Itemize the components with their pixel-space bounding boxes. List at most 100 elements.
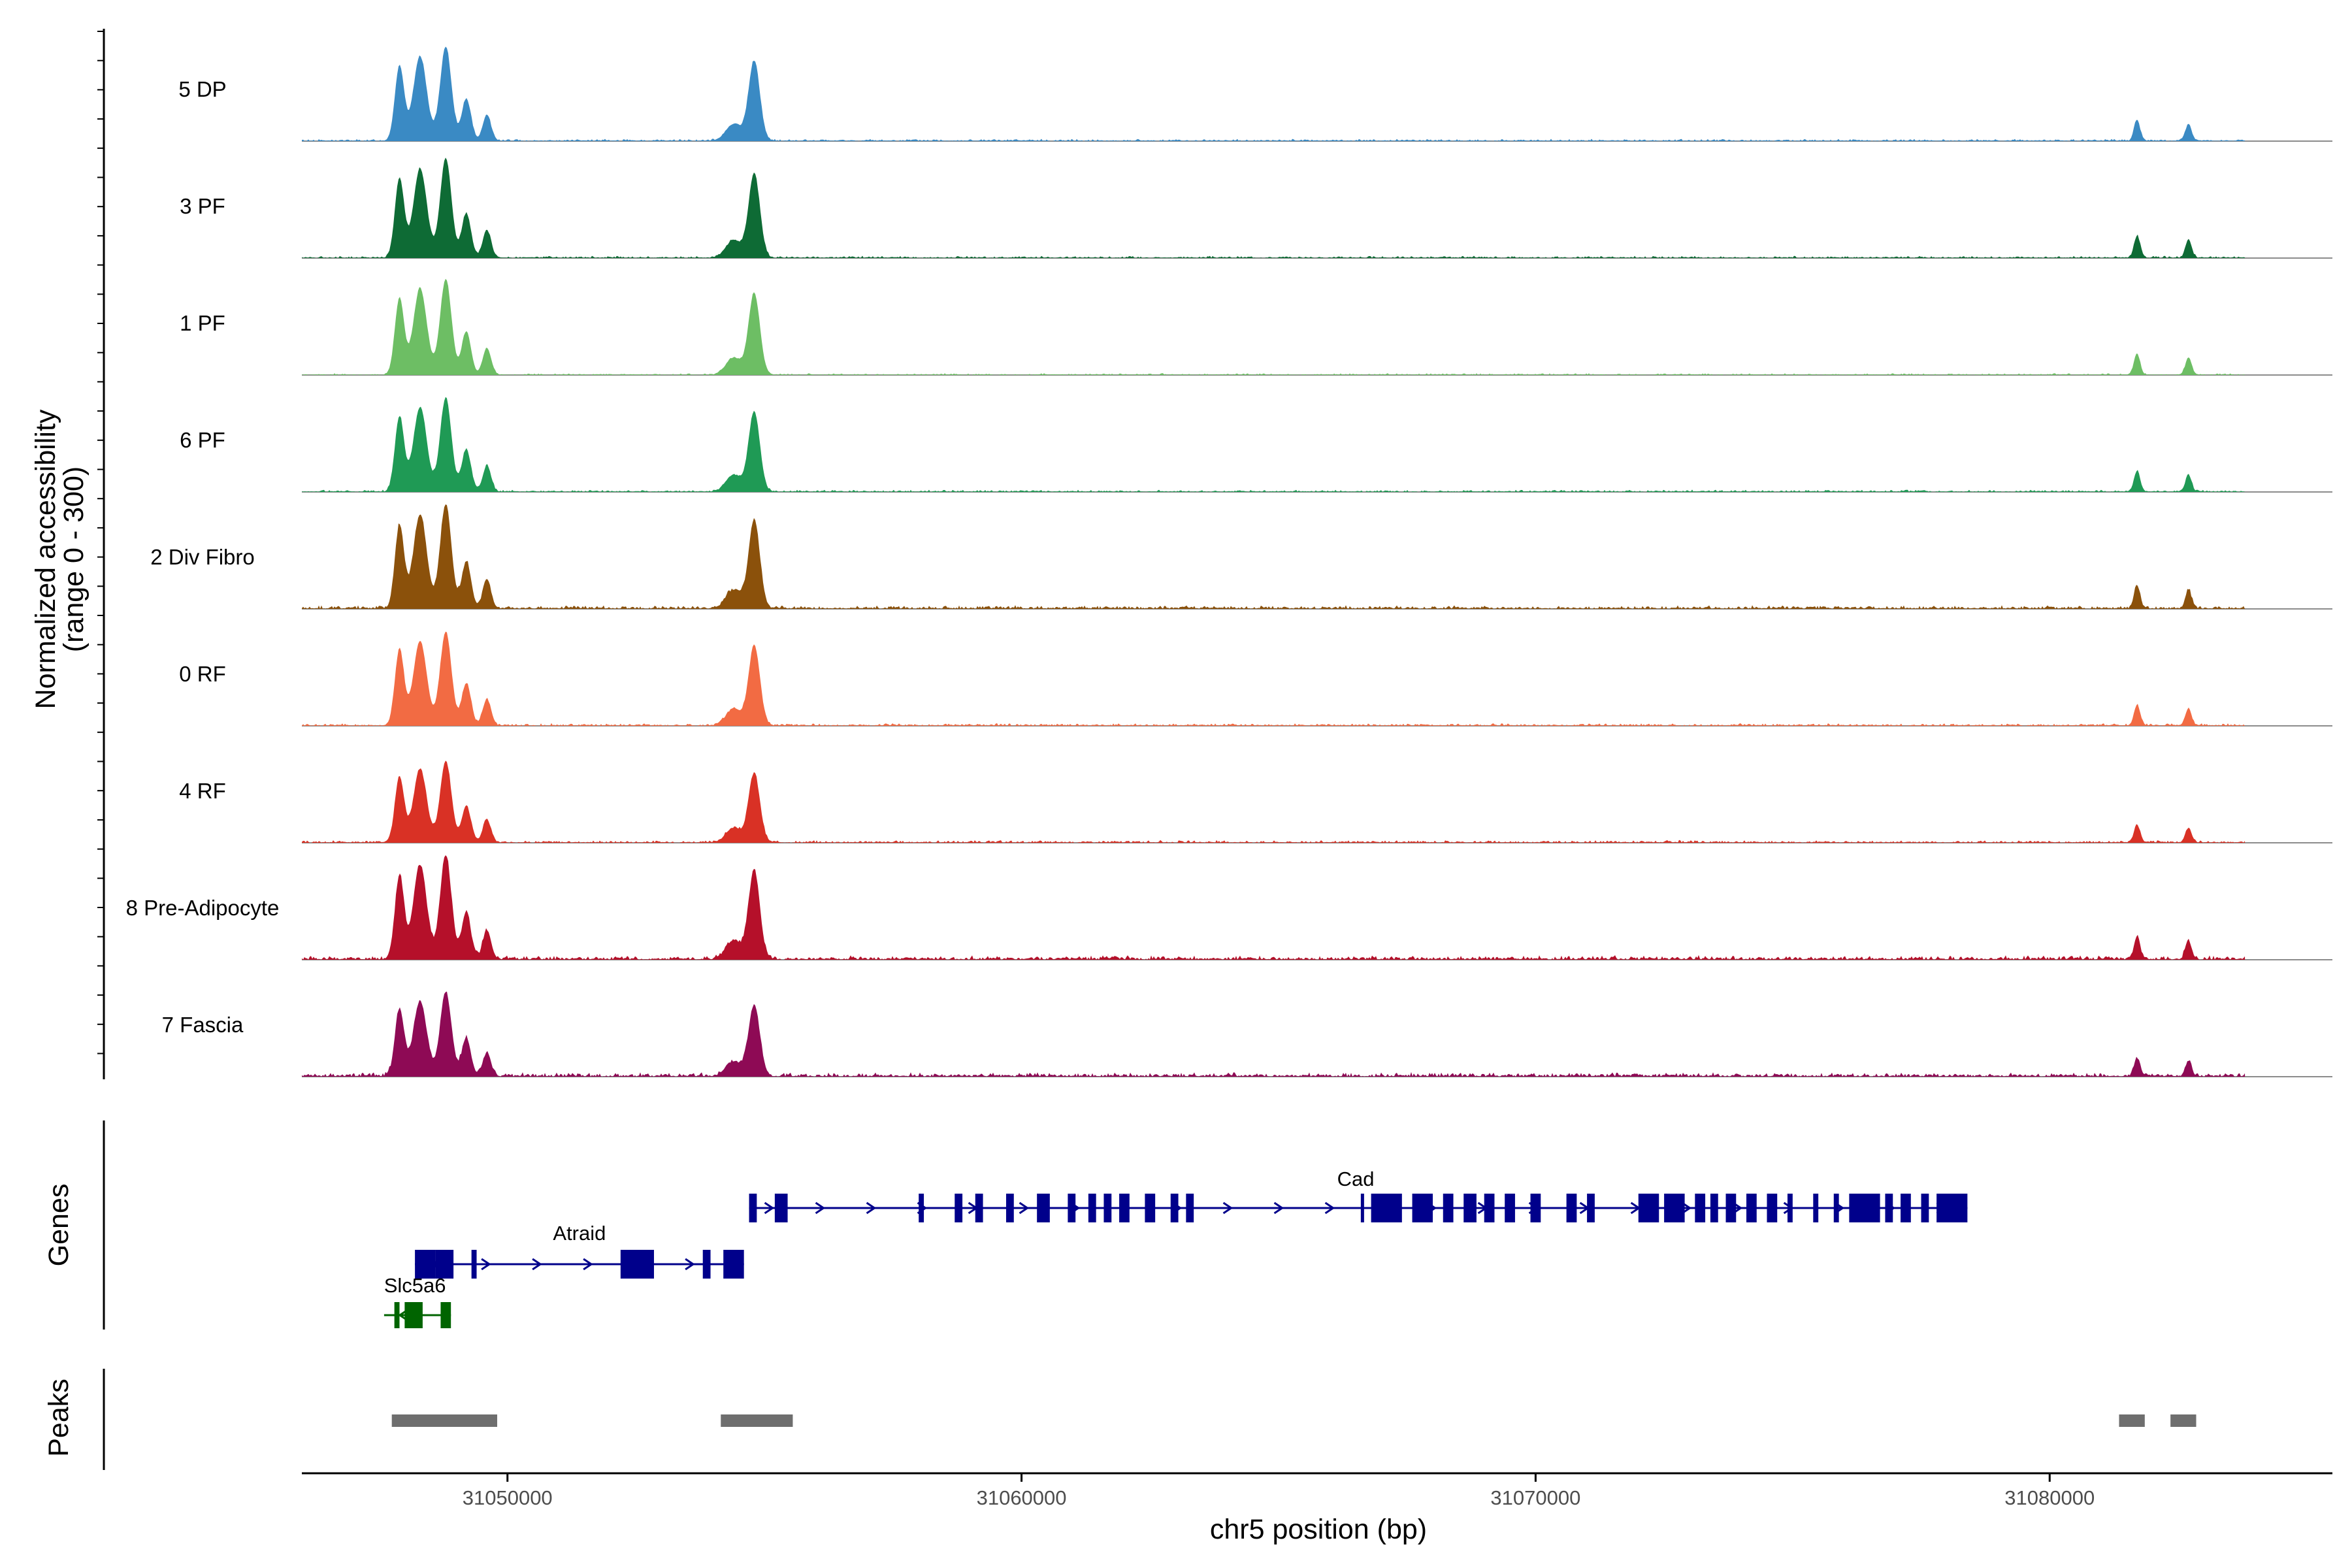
track-label: 6 PF [180, 428, 225, 452]
coverage-area [302, 991, 2246, 1077]
gene-exon [1484, 1194, 1495, 1222]
peaks-panel [103, 1369, 2197, 1470]
peak-region [2170, 1414, 2197, 1427]
gene-slc5a6: Slc5a6 [384, 1274, 451, 1328]
gene-exon [1412, 1194, 1433, 1222]
gene-cad: Cad [749, 1168, 1968, 1222]
track-2: 3 PF [180, 157, 2332, 259]
gene-exon [394, 1302, 400, 1328]
track-4: 6 PF [180, 397, 2332, 493]
gene-exon [1710, 1194, 1718, 1222]
gene-exon [1360, 1194, 1364, 1222]
track-label: 8 Pre-Adipocyte [126, 896, 280, 920]
x-axis: 31050000 31060000 31070000 31080000 [302, 1472, 2332, 1509]
coverage-area [302, 855, 2246, 960]
gene-exon [1725, 1194, 1737, 1222]
gene-exon [1767, 1194, 1778, 1222]
gene-exon [749, 1194, 757, 1222]
gene-exon [1695, 1194, 1706, 1222]
coverage-area [302, 278, 2246, 375]
gene-exon [1371, 1194, 1402, 1222]
gene-exon [1145, 1194, 1156, 1222]
gene-exon [415, 1250, 436, 1279]
gene-exon [919, 1194, 924, 1222]
track-label: 5 DP [178, 77, 226, 101]
gene-exon [404, 1302, 423, 1328]
gene-label: Slc5a6 [384, 1274, 446, 1297]
strand-arrow [1019, 1201, 1030, 1215]
coverage-y-axis [97, 29, 105, 1079]
gene-label: Cad [1337, 1168, 1375, 1190]
coverage-tracks: 5 DP 3 PF 1 PF 6 PF 2 Div Fibro 0 RF 4 RF 8 Pre… [126, 46, 2332, 1077]
gene-exon [620, 1250, 654, 1279]
gene-exon [1505, 1194, 1515, 1222]
gene-exon [471, 1250, 477, 1279]
gene-exon [723, 1250, 744, 1279]
track-label: 3 PF [180, 194, 225, 218]
strand-arrow [481, 1258, 491, 1271]
x-tick-label: 31050000 [463, 1486, 553, 1509]
gene-exon [1587, 1194, 1595, 1222]
strand-arrow [1324, 1201, 1335, 1215]
gene-exon [1463, 1194, 1477, 1222]
gene-exon [1119, 1194, 1130, 1222]
gene-exon [975, 1194, 983, 1222]
gene-exon [1566, 1194, 1577, 1222]
gene-exon [955, 1194, 963, 1222]
peaks-panel-label: Peaks [43, 1379, 74, 1457]
track-3: 1 PF [180, 278, 2332, 376]
strand-arrow [1222, 1201, 1233, 1215]
gene-exon [1530, 1194, 1541, 1222]
gene-exon [1170, 1194, 1179, 1222]
track-1: 5 DP [178, 46, 2332, 142]
gene-exon [1068, 1194, 1076, 1222]
gene-exon [1833, 1194, 1839, 1222]
track-9: 7 Fascia [162, 991, 2332, 1077]
x-tick-label: 31070000 [1490, 1486, 1580, 1509]
gene-exon [1849, 1194, 1880, 1222]
track-8: 8 Pre-Adipocyte [126, 855, 2332, 960]
strand-arrow [685, 1258, 695, 1271]
gene-atraid: Atraid [415, 1222, 744, 1279]
coverage-area [302, 631, 2246, 726]
strand-arrow [764, 1201, 775, 1215]
x-axis-label: chr5 position (bp) [1210, 1514, 1427, 1545]
gene-exon [1901, 1194, 1911, 1222]
coverage-area [302, 397, 2246, 492]
peak-region [721, 1414, 793, 1427]
gene-exon [1787, 1194, 1793, 1222]
coverage-area [302, 504, 2246, 609]
x-tick-label: 31060000 [977, 1486, 1067, 1509]
gene-exon [1443, 1194, 1454, 1222]
track-label: 4 RF [179, 779, 226, 803]
coverage-area [302, 157, 2246, 258]
gene-exon [1813, 1194, 1819, 1222]
gene-exon [1088, 1194, 1096, 1222]
track-label: 2 Div Fibro [150, 545, 255, 569]
y-axis-label: Normalized accessibility [30, 409, 61, 709]
y-axis-label-range: (range 0 - 300) [58, 466, 90, 652]
gene-exon [1921, 1194, 1929, 1222]
gene-exon [1037, 1194, 1050, 1222]
gene-exon [435, 1250, 454, 1279]
x-tick-label: 31080000 [2004, 1486, 2095, 1509]
track-label: 0 RF [179, 662, 226, 686]
gene-exon [774, 1194, 788, 1222]
peak-region [2119, 1414, 2145, 1427]
gene-exon [1746, 1194, 1757, 1222]
track-5: 2 Div Fibro [150, 504, 2332, 610]
peak-region [391, 1414, 497, 1427]
track-6: 0 RF [179, 631, 2332, 727]
gene-exon [1103, 1194, 1112, 1222]
track-label: 1 PF [180, 311, 225, 335]
gene-exon [1885, 1194, 1893, 1222]
gene-label: Atraid [553, 1222, 606, 1245]
strand-arrow [866, 1201, 877, 1215]
gene-exon [1664, 1194, 1685, 1222]
track-label: 7 Fascia [162, 1013, 244, 1037]
gene-exon [1005, 1194, 1014, 1222]
track-7: 4 RF [179, 760, 2332, 843]
strand-arrow [532, 1258, 542, 1271]
strand-arrow [815, 1201, 826, 1215]
